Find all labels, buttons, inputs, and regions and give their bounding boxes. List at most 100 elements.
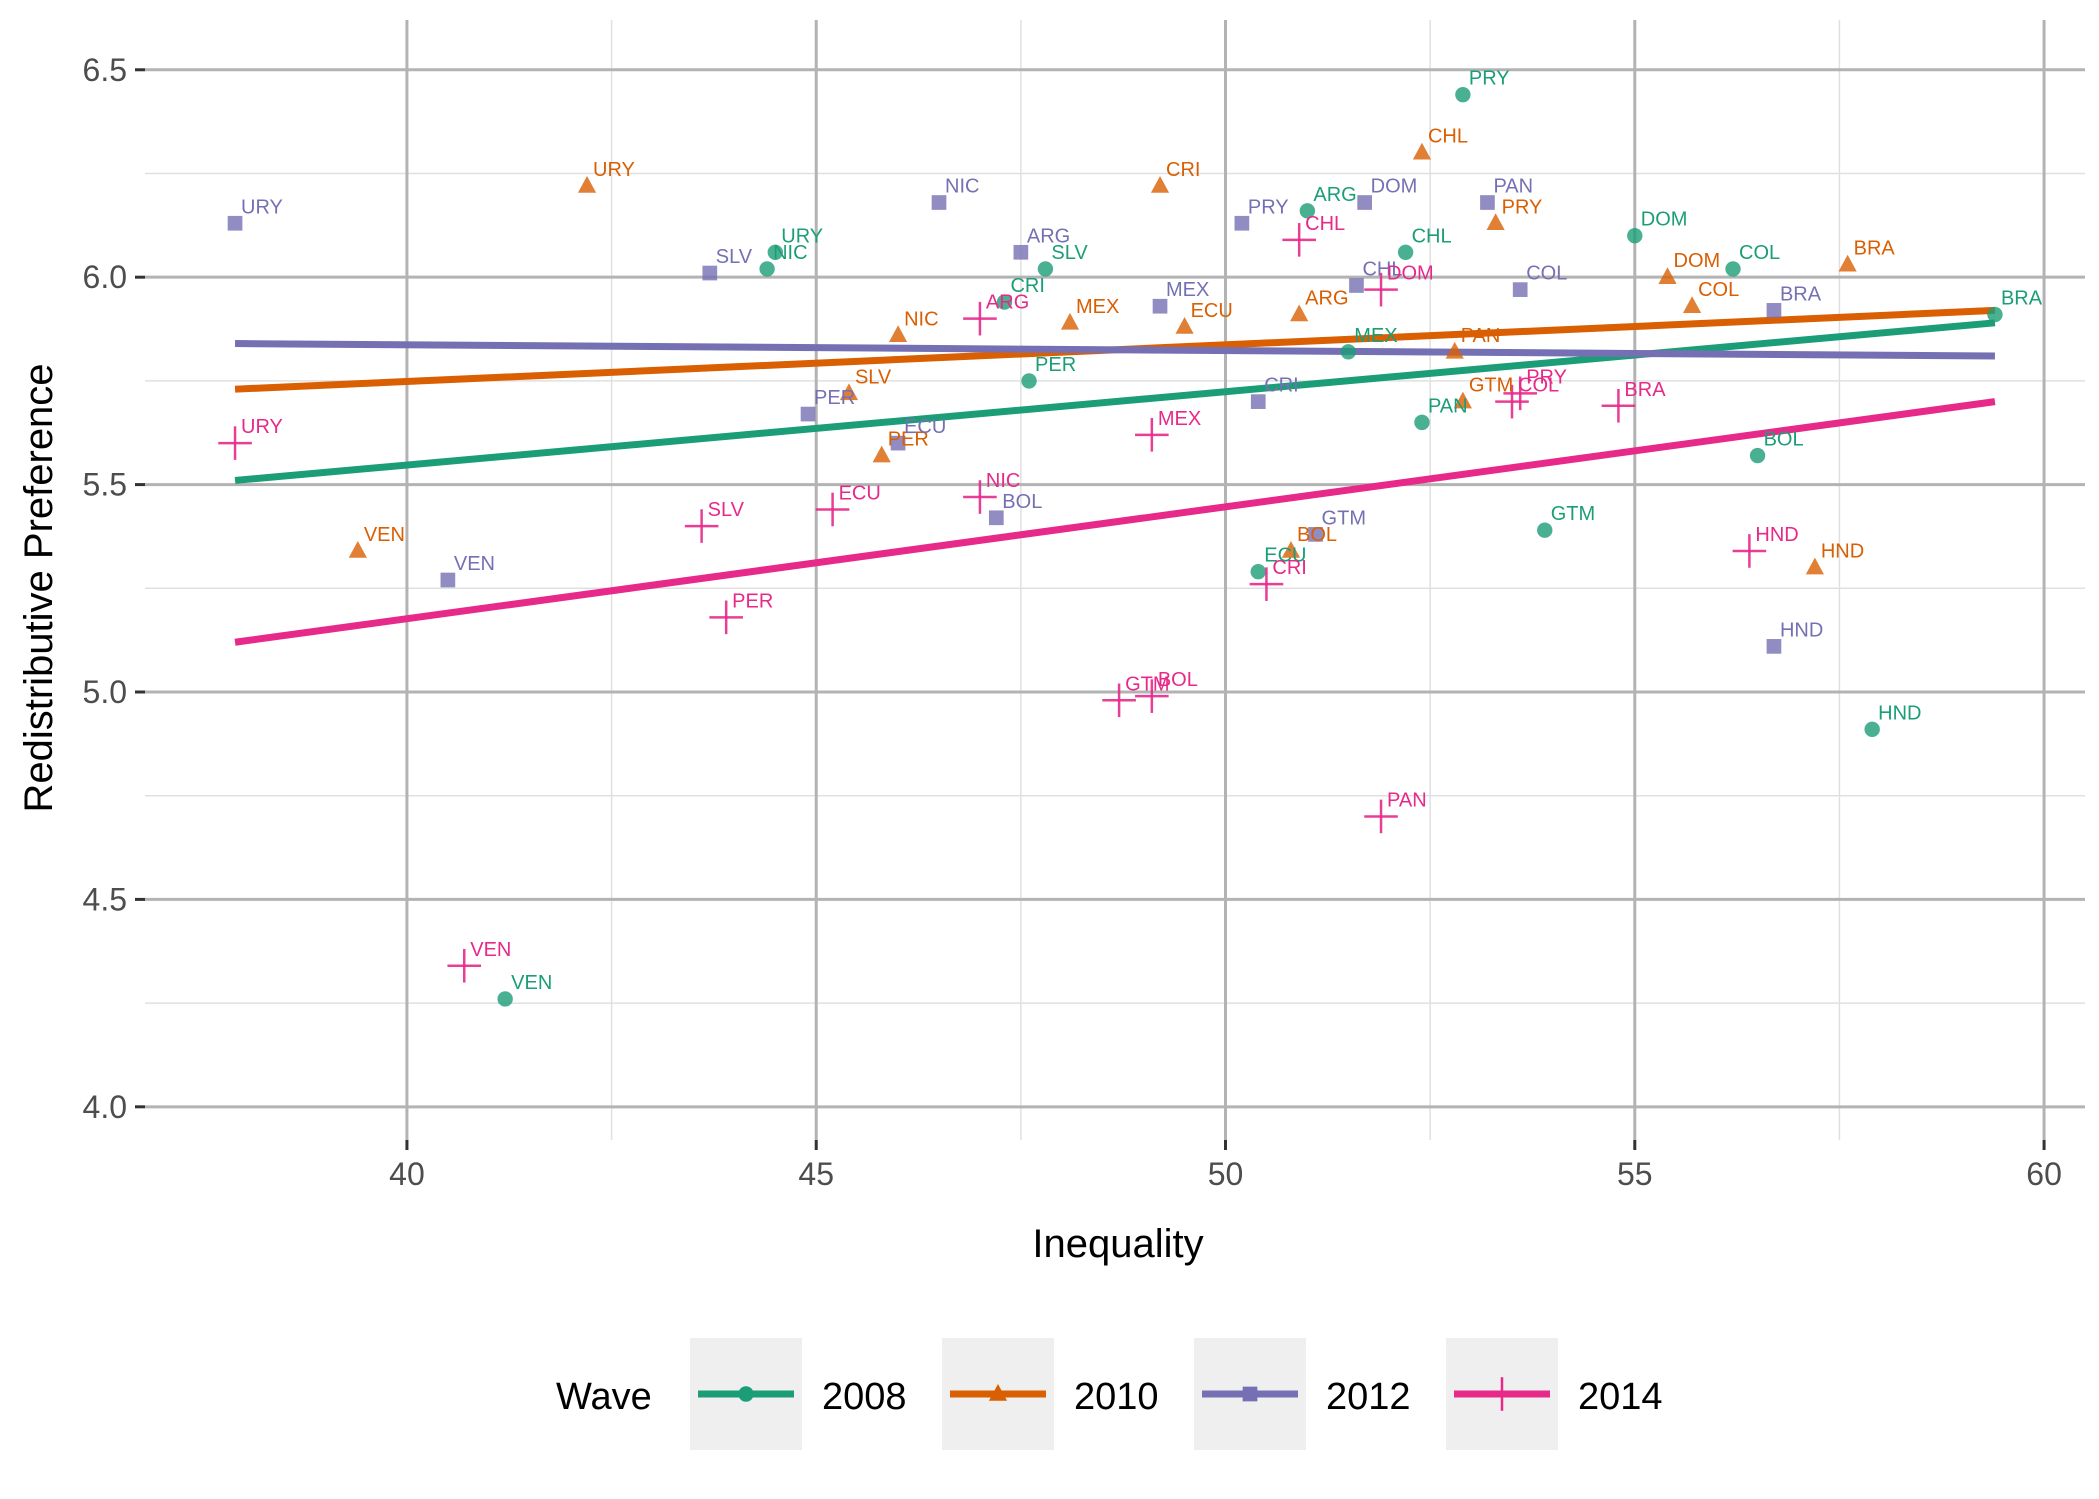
x-tick-label: 40 — [389, 1156, 425, 1192]
point-2010-mex — [1060, 312, 1080, 330]
point-label-2008-nic: NIC — [773, 242, 807, 264]
point-label-2010-col: COL — [1698, 279, 1739, 301]
point-label-2014-per: PER — [732, 590, 773, 612]
point-2008-pry — [1455, 86, 1471, 103]
point-label-2014-pry: PRY — [1526, 366, 1567, 388]
point-2014-slv — [684, 509, 719, 543]
x-axis-title: Inequality — [1032, 1222, 1203, 1266]
point-2014-ven — [447, 948, 482, 983]
point-2012-mex — [1152, 298, 1168, 314]
point-label-2012-dom: DOM — [1371, 176, 1418, 198]
point-2010-chl — [1412, 142, 1432, 160]
point-label-2008-mex: MEX — [1354, 325, 1397, 347]
point-2010-slv — [839, 383, 859, 401]
point-2012-ecu — [890, 435, 906, 451]
point-2008-chl — [1397, 244, 1414, 260]
point-label-2014-hnd: HND — [1755, 524, 1798, 546]
point-2014-cri — [1249, 567, 1284, 601]
point-label-2012-gtm: GTM — [1322, 507, 1366, 529]
point-2010-ury — [577, 175, 597, 193]
point-2014-hnd — [1732, 534, 1767, 568]
point-label-2012-bra: BRA — [1780, 283, 1822, 305]
point-label-2012-ury: URY — [241, 196, 283, 218]
fit-line-2012 — [235, 340, 1995, 360]
point-2008-bol — [1749, 447, 1766, 464]
point-2010-pry — [1486, 213, 1505, 231]
point-2008-col — [1725, 261, 1741, 277]
point-label-2008-col: COL — [1739, 242, 1780, 264]
legend-key-marker-2008 — [738, 1386, 754, 1402]
y-tick-label: 6.5 — [83, 52, 127, 88]
point-2012-bol — [988, 510, 1004, 526]
point-2012-hnd — [1766, 639, 1782, 654]
point-label-2014-col: COL — [1518, 375, 1559, 397]
point-label-2012-cri: CRI — [1264, 375, 1298, 397]
fit-line-2014 — [234, 398, 1996, 646]
point-label-2008-per: PER — [1035, 354, 1076, 376]
fit-lines — [234, 306, 1996, 646]
legend-label-2008: 2008 — [822, 1376, 907, 1418]
point-2012-per — [800, 406, 816, 422]
point-label-2012-mex: MEX — [1166, 279, 1209, 301]
point-label-2012-slv: SLV — [716, 246, 753, 268]
y-tick-label: 4.0 — [83, 1089, 127, 1125]
x-tick-label: 60 — [2026, 1156, 2062, 1192]
legend-title: Wave — [556, 1376, 652, 1418]
point-label-2008-bol: BOL — [1764, 429, 1804, 451]
point-2008-nic — [759, 261, 775, 277]
point-2012-dom — [1357, 195, 1373, 210]
point-2010-bol — [1281, 540, 1301, 558]
point-label-2014-cri: CRI — [1272, 557, 1306, 579]
point-label-2012-ecu: ECU — [904, 416, 946, 438]
point-label-2012-pan: PAN — [1493, 176, 1533, 198]
point-label-2010-cri: CRI — [1166, 159, 1200, 181]
point-label-2010-per: PER — [888, 429, 929, 451]
point-2012-ven — [440, 572, 456, 588]
point-label-2010-slv: SLV — [855, 366, 892, 388]
point-2010-bra — [1838, 254, 1857, 272]
point-label-2014-pan: PAN — [1387, 789, 1427, 811]
point-label-2010-nic: NIC — [904, 308, 938, 330]
point-label-2010-ven: VEN — [364, 524, 405, 546]
point-label-2014-nic: NIC — [986, 470, 1020, 492]
point-2008-ecu — [1250, 564, 1266, 580]
point-2008-per — [1021, 373, 1037, 389]
point-2010-hnd — [1805, 557, 1824, 575]
point-label-2010-chl: CHL — [1428, 126, 1468, 148]
point-2014-mex — [1135, 418, 1169, 452]
legend-key-marker-2010 — [988, 1384, 1008, 1401]
point-label-2014-ecu: ECU — [839, 482, 881, 504]
point-2008-mex — [1340, 344, 1356, 360]
point-label-2008-ury: URY — [781, 225, 823, 247]
point-label-2010-hnd: HND — [1821, 541, 1864, 563]
point-label-2014-slv: SLV — [708, 499, 745, 521]
point-label-2008-pan: PAN — [1428, 395, 1468, 417]
point-label-2012-nic: NIC — [945, 176, 979, 198]
point-label-2012-chl: CHL — [1362, 258, 1402, 280]
y-tick-label: 5.5 — [83, 467, 127, 503]
point-label-2010-gtm: GTM — [1469, 375, 1513, 397]
point-2008-ury — [767, 244, 783, 260]
x-tick-label: 50 — [1208, 1156, 1244, 1192]
legend-label-2014: 2014 — [1578, 1376, 1663, 1418]
point-label-2012-arg: ARG — [1027, 225, 1070, 247]
point-2014-chl — [1282, 223, 1316, 257]
point-label-2014-ven: VEN — [470, 939, 511, 961]
grid — [145, 20, 2085, 1140]
legend-label-2010: 2010 — [1074, 1376, 1159, 1418]
point-2010-per — [872, 445, 891, 463]
point-2014-col — [1495, 384, 1529, 419]
point-label-2008-slv: SLV — [1051, 242, 1088, 264]
point-2012-slv — [702, 265, 718, 281]
point-2010-col — [1682, 296, 1702, 313]
point-label-2014-dom: DOM — [1387, 263, 1434, 285]
point-label-2008-pry: PRY — [1469, 68, 1510, 90]
point-2012-cri — [1250, 394, 1266, 409]
point-2010-ven — [348, 540, 367, 558]
point-2010-ecu — [1175, 316, 1194, 334]
point-2014-per — [709, 600, 743, 635]
point-2014-ecu — [815, 492, 850, 527]
point-label-2014-bol: BOL — [1158, 669, 1198, 691]
legend-key-marker-2014 — [1485, 1377, 1519, 1411]
point-label-2014-bra: BRA — [1624, 379, 1666, 401]
